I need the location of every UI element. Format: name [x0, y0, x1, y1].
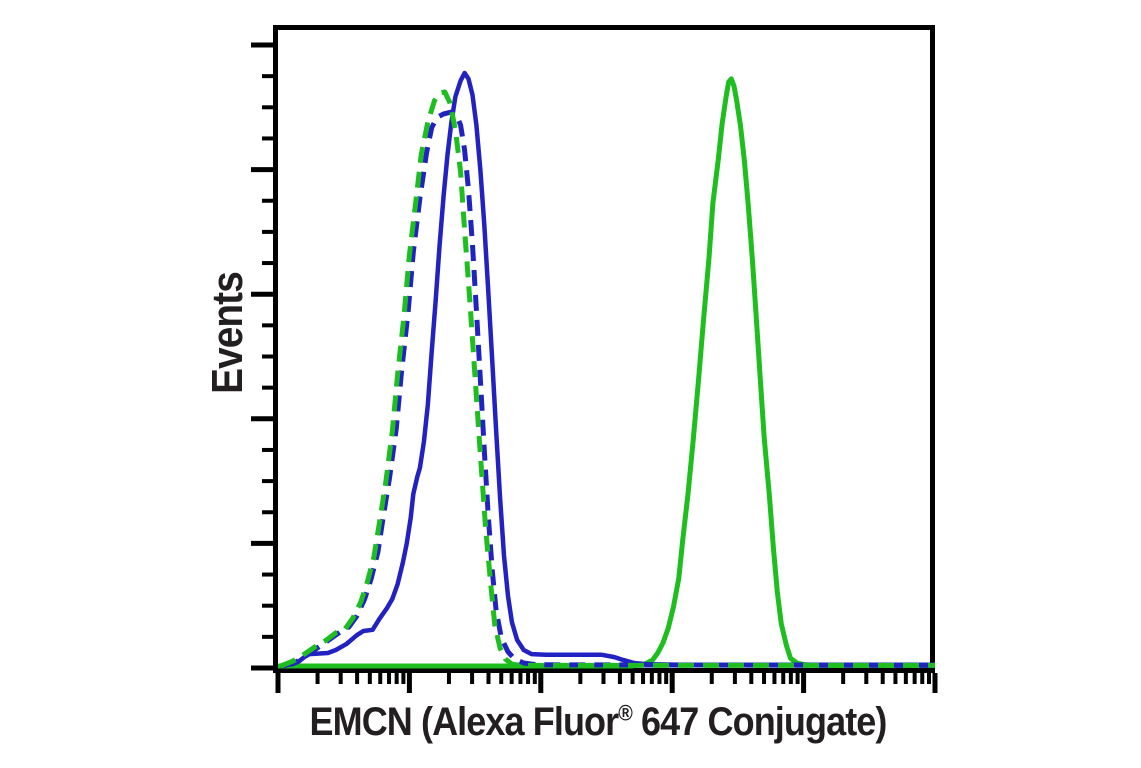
plot-frame: [273, 25, 935, 673]
x-axis-label-text-2: 647 Conjugate): [631, 700, 887, 744]
registered-trademark-symbol: ®: [618, 700, 633, 726]
curve-dashed-green: [279, 89, 935, 669]
curve-solid-blue: [280, 70, 935, 669]
y-axis-label: Events: [203, 272, 252, 394]
curve-solid-green: [278, 76, 935, 669]
x-axis-label: EMCN (Alexa Fluor® 647 Conjugate): [309, 700, 888, 745]
x-axis-label-text: EMCN (Alexa Fluor: [309, 700, 620, 744]
curve-dashed-blue: [282, 109, 936, 669]
